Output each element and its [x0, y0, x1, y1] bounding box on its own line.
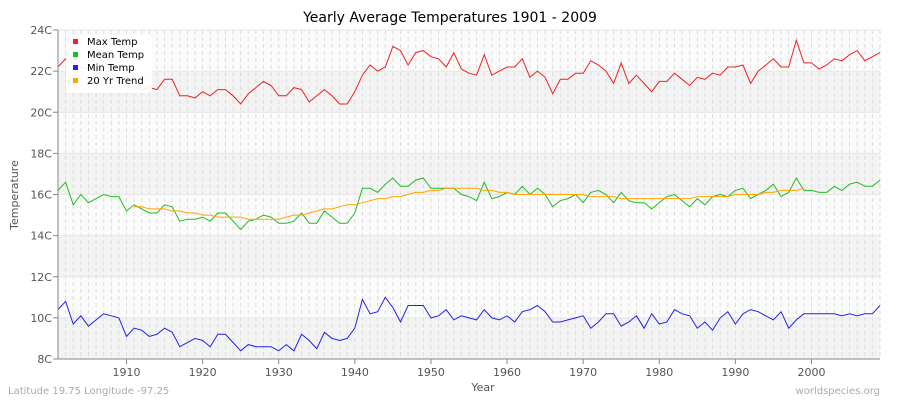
x-tick-label: 1950 [417, 366, 445, 379]
legend: Max Temp Mean Temp Min Temp 20 Yr Trend [66, 35, 152, 93]
y-tick-label: 14C [30, 230, 52, 243]
legend-label-max-temp: Max Temp [87, 37, 138, 48]
y-tick-label: 22C [30, 65, 52, 78]
y-tick-label: 16C [30, 189, 52, 202]
grid-band [58, 30, 880, 72]
y-tick-label: 8C [37, 353, 52, 366]
y-tick-label: 24C [30, 24, 52, 37]
series-line-mean-temp [57, 176, 881, 231]
legend-swatch-mean-temp [73, 52, 78, 57]
x-tick-label: 1970 [569, 366, 597, 379]
y-tick-label: 12C [30, 271, 52, 284]
x-tick-label: 1940 [341, 366, 369, 379]
legend-label-mean-temp: Mean Temp [87, 50, 144, 61]
y-tick-label: 20C [30, 106, 52, 119]
x-tick-label: 1910 [113, 366, 141, 379]
chart-title: Yearly Average Temperatures 1901 - 2009 [302, 10, 597, 26]
legend-label-min-temp: Min Temp [87, 63, 135, 74]
x-tick-label: 1990 [721, 366, 749, 379]
y-axis-label: Temperature [8, 160, 21, 231]
series-line-min-temp [57, 296, 881, 352]
series-line-20-yr-trend [134, 187, 805, 220]
x-tick-label: 1930 [265, 366, 293, 379]
legend-label-20-yr-trend: 20 Yr Trend [87, 76, 144, 87]
x-axis-label: Year [470, 381, 495, 394]
x-tick-label: 1980 [645, 366, 673, 379]
legend-swatch-20-yr-trend [73, 78, 78, 83]
grid-band [58, 112, 880, 154]
legend-swatch-max-temp [73, 39, 78, 44]
x-tick-label: 2000 [798, 366, 826, 379]
series-line-max-temp [57, 38, 881, 105]
y-tick-label: 10C [30, 312, 52, 325]
y-tick-label: 18C [30, 147, 52, 160]
location-text: Latitude 19.75 Longitude -97.25 [8, 386, 169, 397]
x-tick-label: 1920 [189, 366, 217, 379]
legend-swatch-min-temp [73, 65, 78, 70]
grid-band [58, 71, 880, 113]
x-tick-label: 1960 [493, 366, 521, 379]
source-text: worldspecies.org [796, 386, 880, 397]
